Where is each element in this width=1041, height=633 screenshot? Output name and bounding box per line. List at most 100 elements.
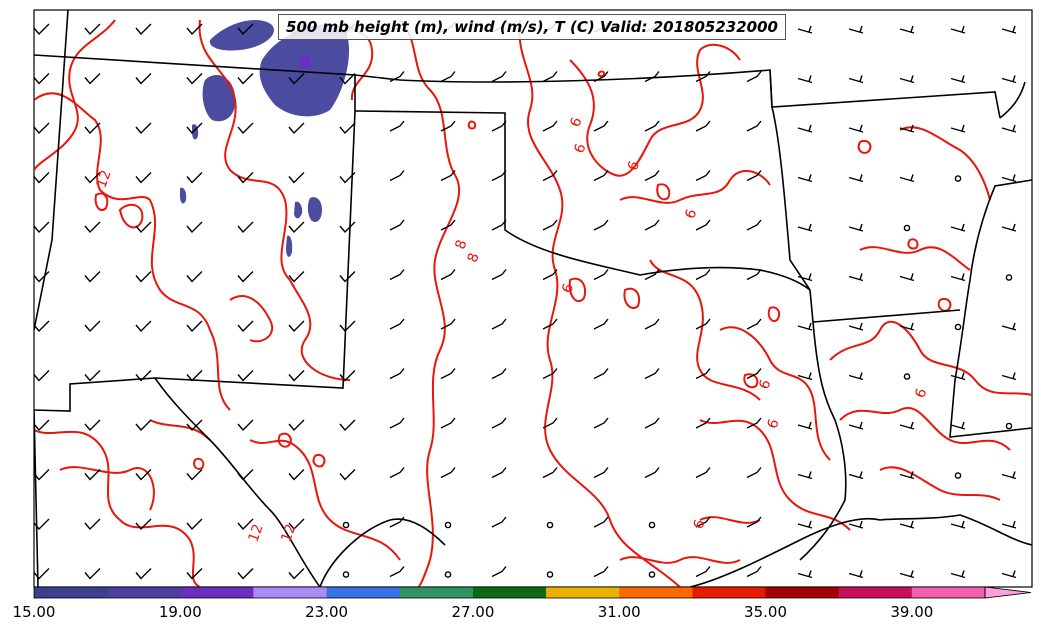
- wind-barb-icon: [848, 471, 864, 480]
- wind-barb-icon: [84, 271, 101, 283]
- wind-barb-icon: [746, 170, 762, 182]
- wind-barb-icon: [339, 419, 356, 432]
- wind-barb-icon: [695, 516, 711, 528]
- wind-barb-icon: [339, 271, 356, 283]
- wind-barb-icon: [746, 269, 762, 281]
- wind-barb-icon: [288, 419, 305, 432]
- wind-barb-icon: [797, 372, 813, 381]
- wind-barb-icon: [34, 518, 50, 531]
- wind-barb-icon: [135, 172, 152, 184]
- wind-barb-icon: [237, 320, 254, 333]
- wind-barb-icon: [1001, 322, 1017, 331]
- wind-barb-icon: [440, 219, 456, 231]
- wind-barb-icon: [491, 417, 507, 429]
- wind-barb-icon: [84, 172, 101, 184]
- wind-barb-icon: [186, 221, 203, 234]
- wind-barb-icon: [389, 120, 405, 132]
- wind-barb-icon: [237, 518, 254, 531]
- wind-barb-icon: [542, 269, 558, 281]
- wind-barb-icon: [797, 124, 813, 133]
- wind-barb-icon: [440, 368, 456, 380]
- wind-barb-icon: [84, 221, 101, 234]
- wind-barb-icon: [1001, 124, 1017, 133]
- wind-barb-icon: [848, 223, 864, 232]
- calm-wind-circle-icon: [444, 521, 452, 529]
- wind-barb-icon: [644, 71, 660, 83]
- wind-barb-icon: [899, 570, 915, 579]
- wind-barb-icon: [848, 372, 864, 381]
- wind-barb-icon: [797, 471, 813, 480]
- wind-barb-icon: [135, 73, 152, 85]
- wind-barb-icon: [339, 172, 356, 184]
- colorbar: [33, 586, 1032, 599]
- wind-barb-icon: [695, 467, 711, 479]
- wind-barb-icon: [84, 122, 101, 135]
- wind-barb-icon: [186, 320, 203, 333]
- wind-barb-icon: [186, 518, 203, 531]
- colorbar-segment: [107, 587, 181, 598]
- wind-barb-icon: [848, 174, 864, 183]
- wind-barb-icon: [695, 318, 711, 330]
- colorbar-segment: [619, 587, 693, 598]
- wind-barb-icon: [84, 469, 101, 481]
- colorbar-segment: [765, 587, 840, 598]
- wind-barb-icon: [237, 221, 254, 234]
- calm-wind-circle-icon: [342, 521, 350, 529]
- wind-barb-icon: [288, 172, 305, 184]
- wind-barb-icon: [593, 417, 609, 429]
- calm-wind-circle-icon: [444, 571, 452, 578]
- wind-barb-icon: [746, 467, 762, 479]
- wind-barb-icon: [34, 419, 50, 432]
- wind-barb-icon: [644, 219, 660, 231]
- wind-barb-icon: [1001, 372, 1017, 381]
- calm-wind-circle-icon: [1005, 422, 1013, 430]
- wind-barb-icon: [1001, 570, 1017, 579]
- wind-barb-icon: [135, 568, 152, 580]
- wind-barb-icon: [899, 273, 915, 282]
- colorbar-tick-label: 23.00: [305, 603, 349, 621]
- wind-barb-icon: [644, 318, 660, 330]
- wind-barb-icon: [593, 516, 609, 528]
- wind-barb-icon: [593, 219, 609, 231]
- wind-barb-icon: [135, 518, 152, 531]
- wind-barb-icon: [186, 419, 203, 432]
- wind-barb-icon: [1001, 223, 1017, 232]
- wind-barb-icon: [848, 124, 864, 133]
- wind-barb-icon: [899, 322, 915, 331]
- wind-barb-icon: [237, 370, 254, 382]
- wind-barb-icon: [695, 368, 711, 380]
- wind-barb-icon: [950, 75, 966, 84]
- calm-wind-circle-icon: [954, 472, 962, 479]
- wind-barb-icon: [542, 368, 558, 380]
- wind-barb-icon: [593, 467, 609, 479]
- wind-barb-icon: [135, 419, 152, 432]
- wind-barb-icon: [695, 120, 711, 132]
- wind-barb-icon: [797, 75, 813, 84]
- wind-barb-icon: [746, 516, 762, 528]
- colorbar-extension: [984, 586, 1032, 599]
- wind-barb-icon: [950, 421, 966, 430]
- calm-wind-circle-icon: [1005, 274, 1013, 281]
- wind-barb-icon: [135, 221, 152, 234]
- calm-wind-circle-icon: [954, 323, 962, 331]
- wind-barb-icon: [389, 516, 405, 528]
- wind-barb-icon: [899, 174, 915, 183]
- wind-barb-icon: [491, 467, 507, 479]
- wind-barb-icon: [848, 75, 864, 84]
- calm-wind-circle-icon: [648, 571, 656, 578]
- wind-barb-icon: [84, 518, 101, 531]
- wind-barb-icon: [950, 520, 966, 529]
- wind-barb-icon: [389, 368, 405, 380]
- wind-barb-icon: [135, 370, 152, 382]
- wind-barb-icon: [339, 122, 356, 135]
- colorbar-segment: [546, 587, 620, 598]
- wind-barb-icon: [695, 566, 711, 578]
- wind-barb-icon: [899, 25, 915, 34]
- wind-barb-icon: [440, 467, 456, 479]
- wind-barb-icon: [644, 170, 660, 182]
- wind-barb-icon: [34, 221, 50, 234]
- calm-wind-circle-icon: [342, 571, 350, 578]
- wind-barb-icon: [186, 23, 203, 36]
- wind-barb-icon: [797, 570, 813, 579]
